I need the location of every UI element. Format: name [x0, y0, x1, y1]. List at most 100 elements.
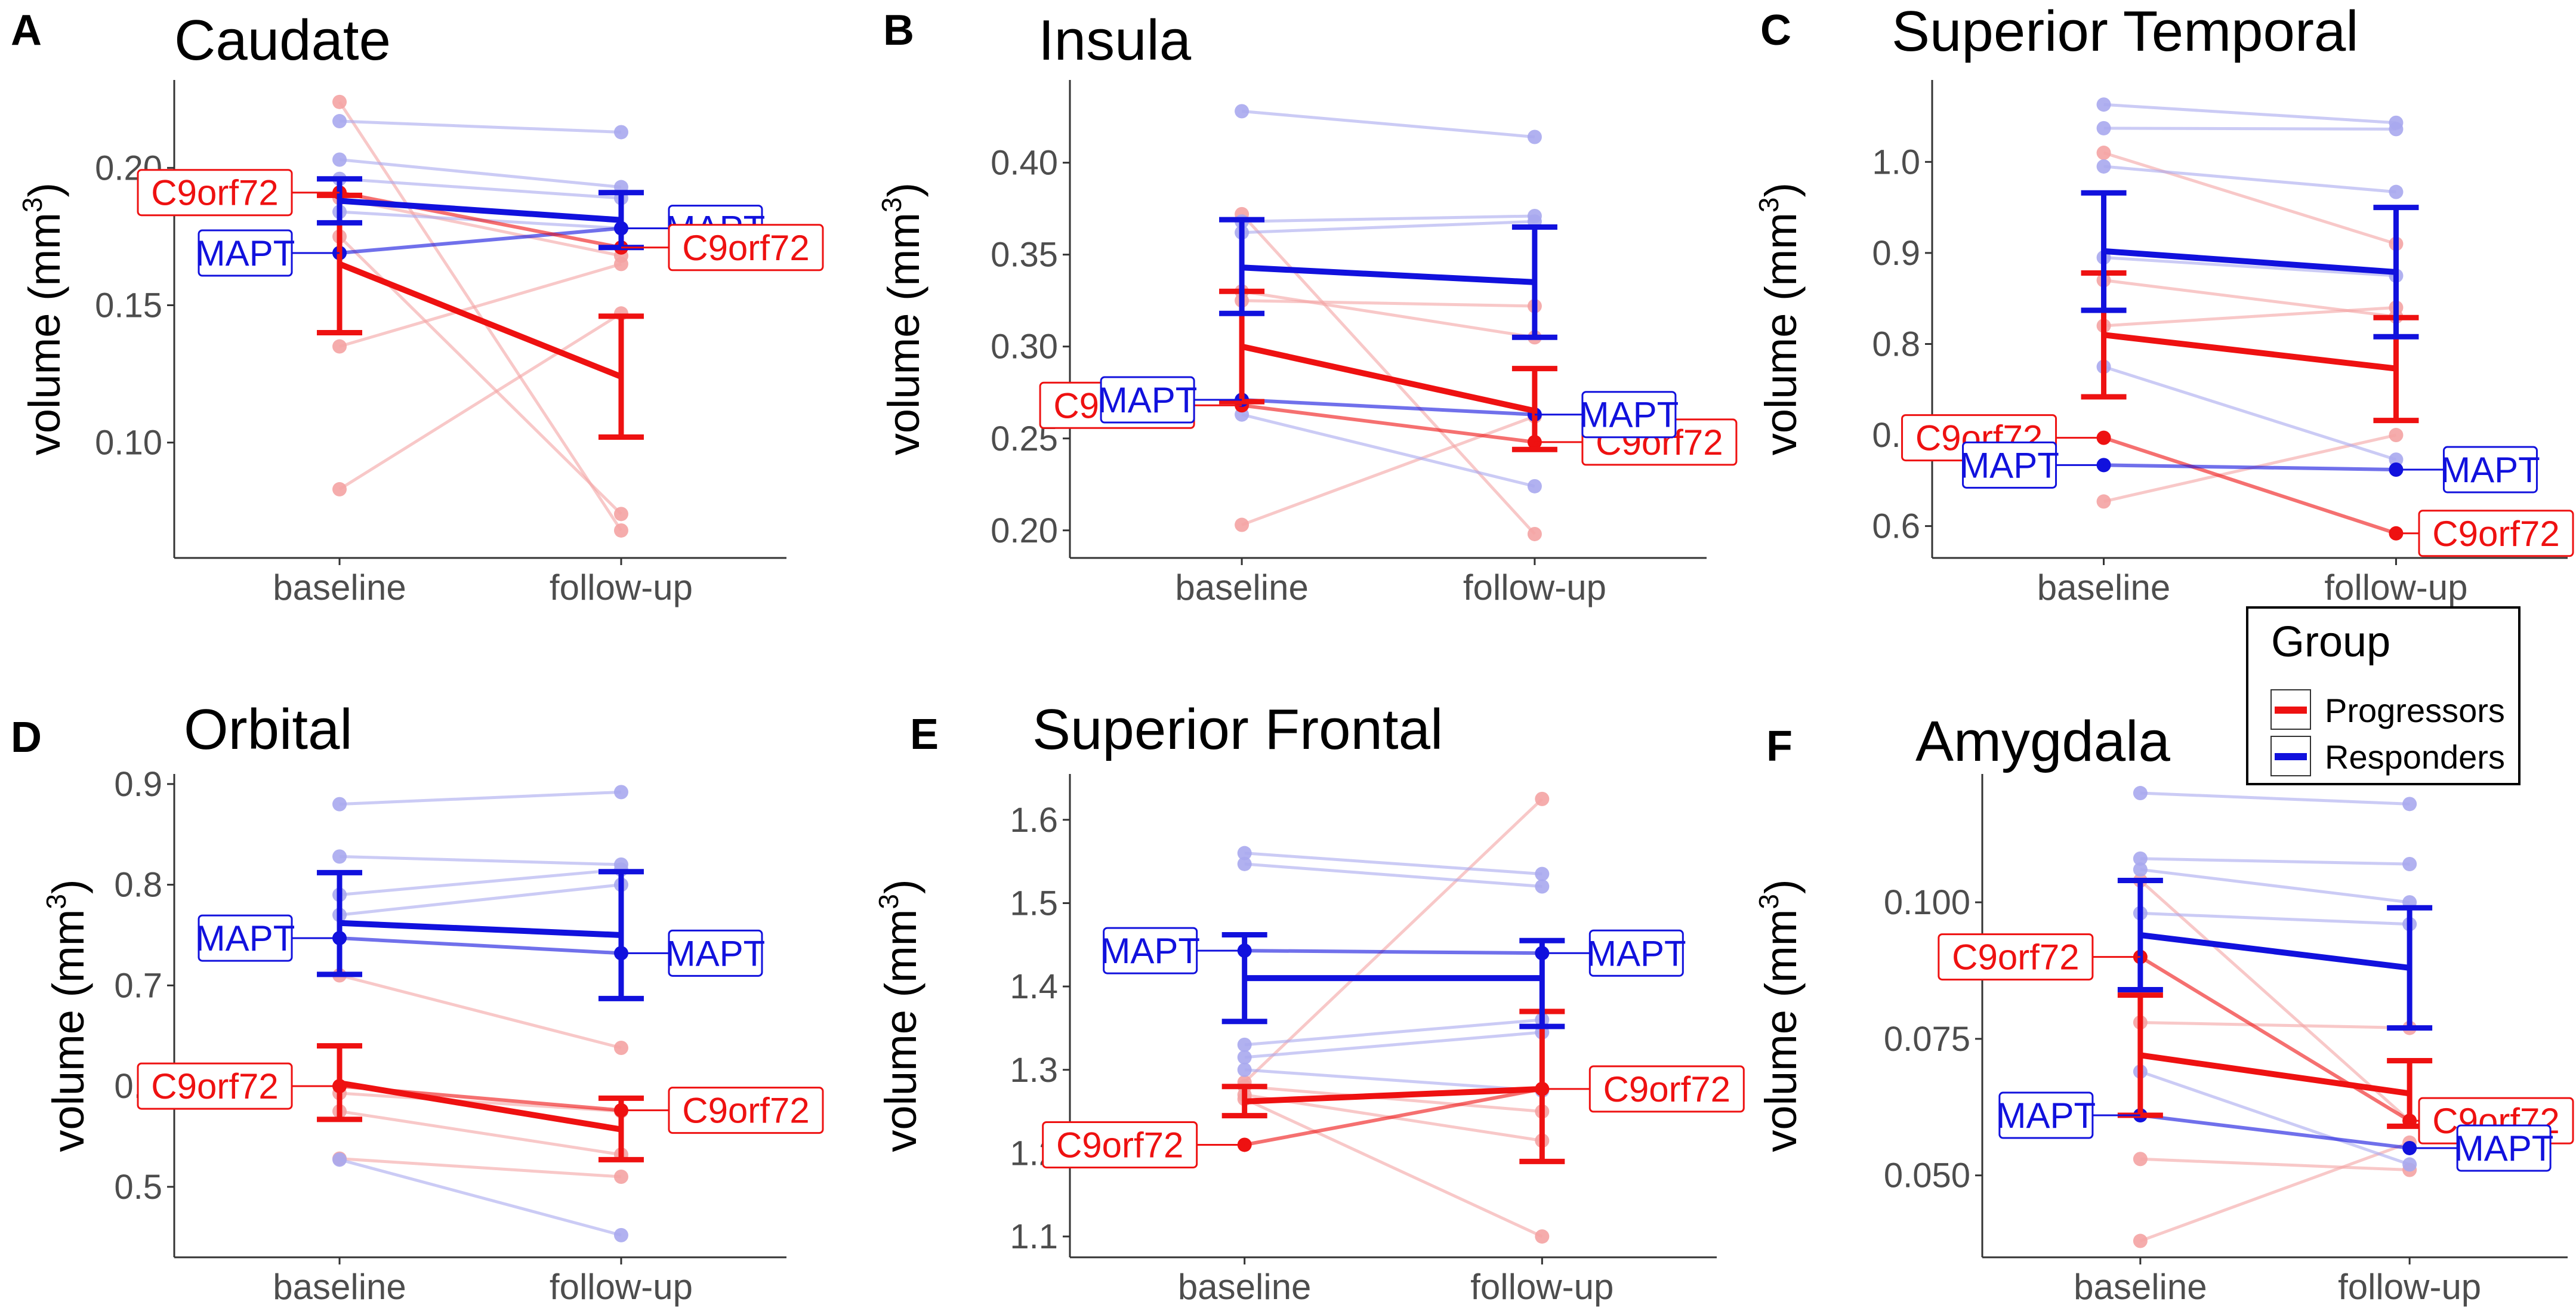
individual-line-responders	[1242, 214, 1535, 223]
y-axis-title-close: )	[879, 183, 928, 198]
individual-line-responders	[1244, 1068, 1542, 1093]
individual-line-responders	[2103, 365, 2397, 461]
callout-label-c9orf72: C9orf72	[1952, 937, 2079, 977]
individual-point-responders	[2389, 122, 2404, 137]
callout-label-c9orf72: C9orf72	[682, 228, 809, 268]
y-axis-title-sup: 3	[17, 198, 48, 213]
y-tick-label: 0.30	[991, 328, 1058, 366]
individual-line-progressors	[338, 101, 623, 532]
mean-line-responders	[2103, 248, 2396, 275]
individual-line-progressors	[1241, 415, 1535, 526]
individual-line-progressors	[1242, 299, 1535, 308]
callout-label-mapt: MAPT	[1579, 395, 1679, 435]
y-axis-title-close: )	[1756, 183, 1806, 198]
y-tick-label: 0.7	[114, 966, 162, 1005]
individual-line-responders	[1241, 109, 1535, 138]
mean-line-progressors	[2103, 332, 2397, 372]
y-axis-title-sup: 3	[41, 894, 72, 909]
callout-box-mapt	[198, 914, 293, 962]
x-tick-label: follow-up	[2324, 567, 2467, 607]
x-tick-label: follow-up	[550, 567, 693, 607]
individual-point-progressors	[2096, 494, 2111, 509]
labeled-line-c9orf72	[1244, 1087, 1542, 1147]
individual-point-responders	[613, 785, 628, 800]
labeled-line-mapt	[1241, 398, 1535, 417]
y-axis-title-close: )	[44, 879, 93, 894]
individual-point-responders	[2389, 452, 2404, 467]
individual-point-progressors	[2389, 428, 2404, 443]
y-axis-title: volume (mm3)	[873, 879, 925, 1152]
x-tick-label: baseline	[273, 567, 406, 607]
callout-label-c9orf72: C9orf72	[1603, 1069, 1730, 1109]
individual-point-progressors	[1535, 1229, 1550, 1244]
legend-label-responders: Responders	[2325, 738, 2505, 776]
x-tick-label: baseline	[2037, 567, 2171, 607]
y-axis-title-close: )	[1756, 879, 1806, 894]
individual-line-progressors	[339, 1091, 622, 1113]
individual-line-responders	[339, 883, 622, 917]
individual-line-progressors	[1241, 213, 1536, 535]
callout-label-mapt: MAPT	[1997, 1096, 2096, 1136]
y-axis-title: volume (mm3)	[1753, 879, 1806, 1152]
callout-box-mapt	[668, 929, 763, 977]
legend-title: Group	[2271, 618, 2390, 666]
callout-label-mapt: MAPT	[1100, 931, 1200, 971]
individual-line-responders	[2140, 791, 2410, 806]
y-axis-title-main: volume (mm	[44, 909, 93, 1152]
individual-line-progressors	[338, 312, 622, 491]
panel-letter: A	[11, 7, 42, 54]
mean-line-responders	[339, 920, 622, 938]
callout-label-c9orf72: C9orf72	[682, 1091, 809, 1131]
individual-line-progressors	[1241, 289, 1535, 339]
individual-line-progressors	[1244, 1085, 1542, 1113]
individual-line-responders	[2103, 165, 2396, 194]
y-tick-label: 0.6	[1872, 507, 1920, 546]
x-tick-label: follow-up	[550, 1267, 693, 1307]
individual-point-responders	[1237, 1062, 1252, 1077]
mean-line-responders	[1241, 264, 1535, 285]
individual-point-progressors	[613, 1041, 628, 1055]
callout-box-c9orf72	[137, 169, 293, 217]
mean-line-progressors	[1241, 343, 1535, 414]
panel-letter: F	[1766, 723, 1793, 770]
y-tick-label: 0.5	[114, 1168, 162, 1207]
callout-box-mapt	[1581, 391, 1677, 439]
individual-line-responders	[1244, 1018, 1542, 1047]
callout-label-mapt: MAPT	[2441, 450, 2540, 490]
callout-box-mapt	[1962, 441, 2057, 489]
individual-point-responders	[1237, 1037, 1252, 1052]
individual-point-progressors	[1535, 791, 1550, 806]
individual-point-responders	[613, 1227, 628, 1242]
callout-label-mapt: MAPT	[1960, 445, 2059, 485]
panel-letter: D	[11, 714, 42, 761]
y-tick-label: 0.40	[991, 144, 1058, 183]
y-axis-title: volume (mm3)	[41, 879, 93, 1152]
mean-line-progressors	[1244, 1085, 1542, 1105]
individual-point-responders	[2389, 184, 2404, 199]
individual-line-progressors	[2139, 879, 2411, 1122]
individual-point-progressors	[2133, 1152, 2148, 1167]
individual-point-responders	[332, 114, 347, 129]
individual-point-progressors	[1235, 517, 1250, 532]
panel-letter: B	[883, 7, 914, 54]
callout-label-mapt: MAPT	[1587, 933, 1686, 973]
individual-line-responders	[1241, 413, 1535, 488]
individual-point-progressors	[613, 523, 628, 538]
callout-box-mapt	[2456, 1124, 2552, 1172]
y-axis-title-main: volume (mm	[1756, 212, 1806, 455]
callout-label-mapt: MAPT	[196, 918, 295, 958]
callout-label-c9orf72: C9orf72	[2432, 514, 2559, 554]
callout-label-mapt: MAPT	[666, 933, 766, 973]
mean-line-responders	[2140, 932, 2410, 971]
individual-line-responders	[2103, 103, 2396, 125]
individual-point-responders	[1535, 866, 1550, 881]
callout-box-c9orf72	[668, 1087, 824, 1134]
individual-point-responders	[2096, 159, 2111, 174]
individual-line-progressors	[2140, 1141, 2410, 1242]
individual-point-responders	[1527, 129, 1542, 144]
y-tick-label: 0.9	[114, 765, 162, 804]
y-tick-label: 1.5	[1010, 884, 1058, 923]
x-tick-label: follow-up	[2338, 1267, 2481, 1307]
